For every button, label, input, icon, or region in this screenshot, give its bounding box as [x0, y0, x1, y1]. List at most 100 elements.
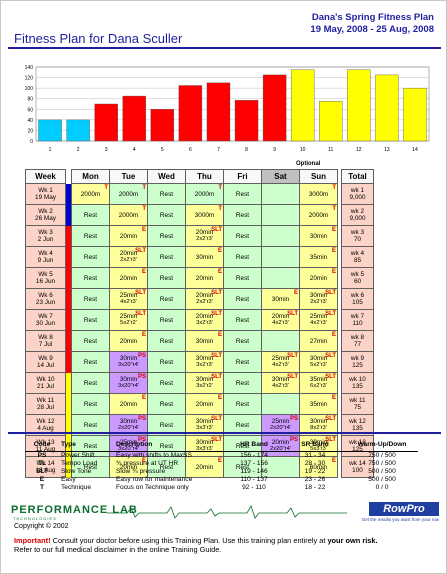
workout-cell-sun: 3000m T: [299, 183, 338, 205]
bar-week-11: [319, 101, 343, 142]
week-date: 16 Jun: [35, 278, 56, 285]
week-label: Wk 7 30 Jun: [25, 309, 66, 331]
workout-cell-sat: [261, 267, 300, 289]
workout-cell-wed: Rest: [147, 267, 186, 289]
weekly-schedule-grid: Week Mon Tue Wed Thu Fri Sat Sun Total W…: [25, 169, 374, 478]
bar-week-14: [403, 87, 427, 142]
legend-sr-band: 18 - 22: [304, 483, 326, 491]
legend-description: ¾ pressure at UT HR: [116, 459, 179, 467]
total-week: wk 14: [349, 460, 366, 467]
week-row: Wk 9 14 Jul Rest 30min PS 3x20"r4' Rest 30min SL…: [25, 351, 374, 373]
workout-main: Rest: [235, 463, 250, 471]
col-bar-spacer: [65, 169, 72, 184]
week-total: wk 7 110: [341, 309, 374, 331]
gap-spacer: [337, 393, 342, 415]
workout-code: SLT: [287, 374, 298, 380]
workout-code: SLT: [287, 353, 298, 359]
workout-code: E: [217, 248, 222, 254]
workout-code: SLT: [325, 374, 336, 380]
total-value: 85: [353, 257, 362, 264]
workout-main: 3000m: [194, 211, 215, 219]
week-date: 19 May: [35, 194, 56, 201]
week-total: wk 4 85: [341, 246, 374, 268]
legend-type: Easy: [61, 475, 76, 483]
workout-main: 35min: [309, 376, 328, 383]
header-rule: [8, 47, 441, 49]
week-date: 30 Jun: [35, 320, 56, 327]
workout-code: SLT: [135, 311, 146, 317]
workout-code: SLT: [325, 290, 336, 296]
total-week: wk 2: [350, 208, 365, 215]
week-label: Wk 11 28 Jul: [25, 393, 66, 415]
performance-lab-subtitle: TECHNOLOGIES: [13, 516, 57, 521]
workout-main: 25min: [119, 292, 138, 299]
workout-intervals: 2x2'r3': [120, 257, 137, 263]
week-row: Wk 5 16 Jun Rest 20min E Rest 20min E Rest 20min E…: [25, 267, 374, 289]
workout-intervals: 5x2'r2': [120, 320, 137, 326]
legend-row: T Technique Focus on Technique only 92 - 11…: [25, 484, 418, 492]
legend-col-warmup: Warm-Up/Down: [346, 439, 418, 452]
workout-main: Rest: [83, 358, 98, 366]
gap-spacer: [337, 225, 342, 247]
workout-cell-fri: Rest: [223, 225, 262, 247]
rowpro-tagline: Get the results you want from your row: [361, 517, 439, 522]
legend-description: Focus on Technique only: [116, 483, 189, 491]
workout-cell-wed: Rest: [147, 330, 186, 352]
bar-week-3: [94, 103, 118, 142]
week-number: Wk 10: [36, 376, 55, 383]
col-fri: Fri: [223, 169, 262, 184]
gap-spacer: [337, 246, 342, 268]
workout-code: PS: [137, 374, 146, 380]
workout-cell-wed: Rest: [147, 456, 186, 478]
workout-intervals: 4x2'r3': [272, 383, 289, 389]
week-label: Wk 6 23 Jun: [25, 288, 66, 310]
workout-code: E: [331, 458, 336, 464]
workout-cell-sun: 30min SLT 2x2'r3': [299, 288, 338, 310]
workout-main: 2000m: [194, 190, 215, 198]
workout-main: Rest: [235, 295, 250, 303]
workout-main: 30min: [119, 355, 138, 362]
workout-cell-mon: 2000m T: [71, 183, 110, 205]
workout-code: T: [332, 185, 336, 191]
workout-main: 30min: [119, 418, 138, 425]
workout-main: Rest: [159, 379, 174, 387]
week-date: 26 May: [35, 215, 56, 222]
workout-cell-sat: 25min SLT 4x2'r3': [261, 351, 300, 373]
total-week: wk 9: [350, 355, 365, 362]
workout-code: SLT: [325, 311, 336, 317]
week-total: wk 1 9,000: [341, 183, 374, 205]
workout-main: 30min: [195, 253, 214, 261]
workout-main: 25min: [271, 355, 290, 362]
bar-week-8: [234, 100, 259, 142]
legend-sr-band: 31 - 34: [304, 451, 326, 459]
workout-cell-fri: Rest: [223, 393, 262, 415]
workout-code: E: [331, 269, 336, 275]
workout-main: 25min: [271, 418, 290, 425]
workout-cell-tue: 2000m T: [109, 204, 148, 226]
week-date: 23 Jun: [35, 299, 56, 306]
legend-sr-band: 19 - 22: [304, 467, 326, 475]
x-tick-label: 12: [356, 147, 362, 153]
workout-cell-thu: 20min E: [185, 393, 224, 415]
workout-main: 25min: [119, 313, 138, 320]
week-row: Wk 10 21 Jul Rest 30min PS 3x20"r4' Rest 30min S…: [25, 372, 374, 394]
workout-code: E: [141, 395, 146, 401]
y-tick-label: 140: [25, 65, 34, 71]
workout-cell-sat: 20min SLT 4x2'r3': [261, 309, 300, 331]
total-value: 75: [353, 404, 362, 411]
total-value: 60: [353, 278, 362, 285]
workout-cell-tue: 20min E: [109, 330, 148, 352]
gap-spacer: [337, 456, 342, 478]
y-tick-label: 40: [27, 118, 33, 124]
workout-cell-mon: Rest: [71, 330, 110, 352]
workout-cell-wed: Rest: [147, 204, 186, 226]
workout-code: SLT: [135, 248, 146, 254]
bar-week-2: [66, 119, 90, 142]
workout-cell-sat: 30min SLT 4x2'r3': [261, 372, 300, 394]
workout-cell-wed: Rest: [147, 225, 186, 247]
workout-cell-wed: Rest: [147, 288, 186, 310]
workout-main: 20min: [195, 463, 214, 471]
